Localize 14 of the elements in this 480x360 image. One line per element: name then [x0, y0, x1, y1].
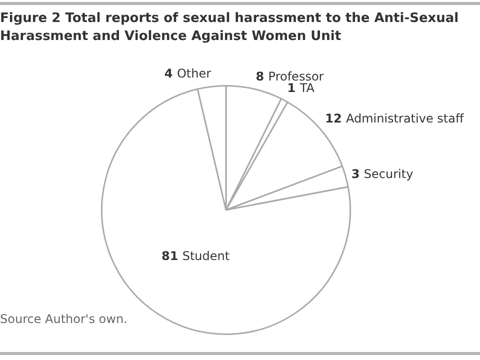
data-label: 4	[164, 66, 173, 81]
chart-title: Figure 2 Total reports of sexual harassment to the Anti-Sexual Harassment and Violence Against Women Unit	[0, 10, 460, 46]
data-label: 1	[287, 81, 296, 96]
data-label: 3	[351, 166, 360, 181]
data-label: 8	[256, 69, 264, 84]
slice-label: Administrative staff	[346, 112, 464, 126]
slice-label: Professor	[268, 69, 324, 84]
slice-label: Other	[176, 66, 212, 81]
data-label: 81	[161, 249, 178, 264]
data-label: 12	[325, 112, 342, 126]
slice-label: Security	[364, 166, 414, 181]
slice-label: TA	[298, 81, 316, 96]
slice-label: Student	[182, 249, 230, 264]
source-note: Source Author's own.	[0, 312, 128, 326]
